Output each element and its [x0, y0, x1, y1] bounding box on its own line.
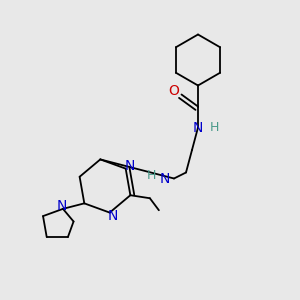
Text: N: N — [193, 121, 203, 134]
Text: H: H — [147, 169, 156, 182]
Text: N: N — [56, 200, 67, 214]
Text: N: N — [107, 208, 118, 223]
Text: N: N — [125, 159, 135, 172]
Text: N: N — [160, 172, 170, 185]
Text: O: O — [169, 85, 179, 98]
Text: H: H — [210, 121, 219, 134]
